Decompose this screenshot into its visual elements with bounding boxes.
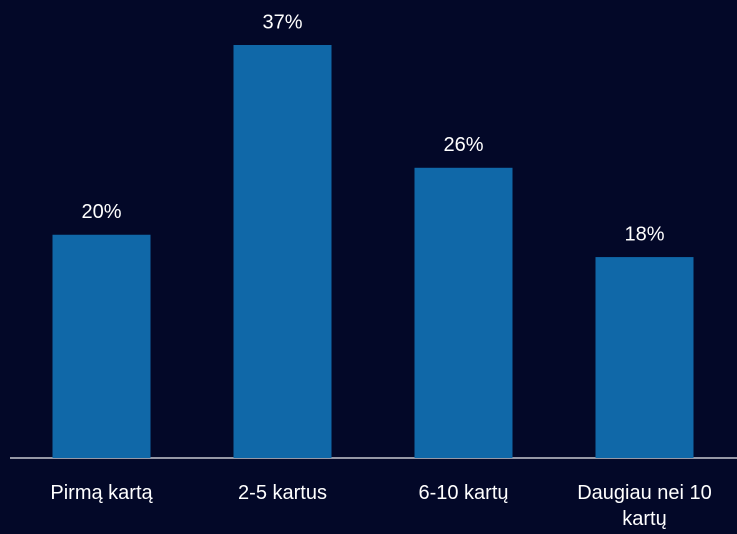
bar xyxy=(414,167,513,458)
data-label: 26% xyxy=(443,134,483,156)
bar xyxy=(52,234,151,458)
x-tick-label: Daugiau nei 10 kartų xyxy=(577,482,712,530)
data-label: 37% xyxy=(262,11,302,33)
bar xyxy=(595,257,694,458)
x-tick-label: Pirmą kartą xyxy=(50,482,153,504)
x-tick-label: 2-5 kartus xyxy=(238,482,327,504)
data-label: 18% xyxy=(624,223,664,245)
data-label: 20% xyxy=(81,201,121,223)
bar xyxy=(233,45,332,458)
x-tick-label: 6-10 kartų xyxy=(418,482,509,504)
